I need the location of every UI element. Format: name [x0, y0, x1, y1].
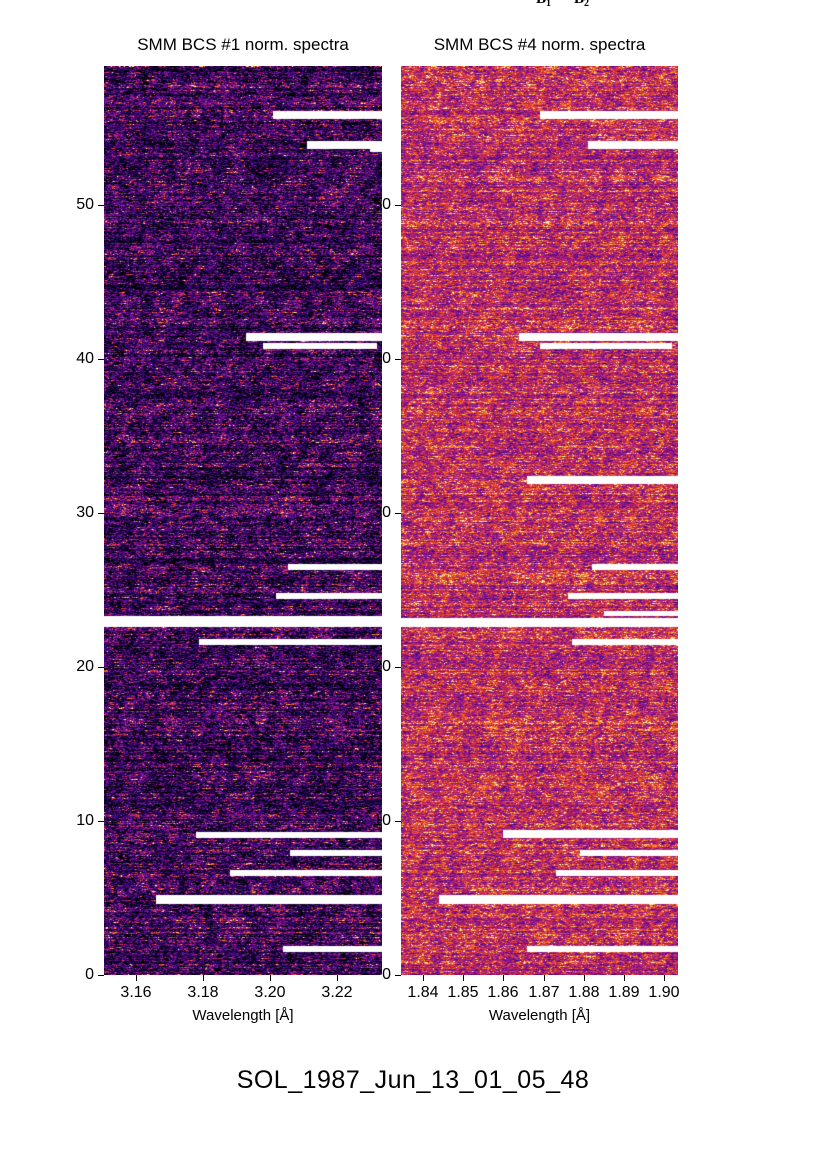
band-marker-b1: B1 — [536, 0, 552, 9]
xtick-mark — [337, 975, 338, 981]
xtick-mark — [664, 975, 665, 981]
ytick-mark — [98, 975, 104, 976]
panel-bcs4-title: SMM BCS #4 norm. spectra — [433, 35, 646, 54]
ytick-mark — [395, 359, 401, 360]
xtick-label: 1.86 — [487, 984, 519, 1001]
xtick-mark — [544, 975, 545, 981]
ytick-label: 10 — [76, 812, 94, 829]
ytick-mark — [98, 205, 104, 206]
xtick-label: 3.20 — [254, 984, 286, 1001]
ytick-label: 20 — [373, 658, 391, 675]
ytick-mark — [98, 513, 104, 514]
heatmap-bcs1-canvas — [104, 66, 382, 975]
ytick-label: 20 — [76, 658, 94, 675]
xtick-mark — [503, 975, 504, 981]
ytick-mark — [98, 667, 104, 668]
ytick-mark — [395, 205, 401, 206]
xaxis-title-bcs4: Wavelength [Å] — [488, 1007, 591, 1024]
ytick-mark — [98, 821, 104, 822]
ytick-label: 50 — [373, 196, 391, 213]
xtick-mark — [463, 975, 464, 981]
ytick-mark — [395, 975, 401, 976]
xtick-label: 1.88 — [568, 984, 600, 1001]
xtick-label: 1.85 — [447, 984, 479, 1001]
xtick-label: 1.89 — [608, 984, 640, 1001]
xtick-label: 1.87 — [528, 984, 560, 1001]
xaxis-title-bcs1: Wavelength [Å] — [192, 1007, 294, 1024]
ytick-mark — [395, 513, 401, 514]
heatmap-bcs4[interactable] — [401, 66, 678, 975]
xtick-mark — [136, 975, 137, 981]
xtick-label: 3.16 — [120, 984, 152, 1001]
ytick-mark — [395, 821, 401, 822]
xtick-label: 1.90 — [648, 984, 680, 1001]
ytick-label: 40 — [373, 350, 391, 367]
xtick-label: 3.18 — [187, 984, 219, 1001]
panel-bcs1-title: SMM BCS #1 norm. spectra — [137, 35, 349, 54]
xtick-label: 1.84 — [407, 984, 439, 1001]
ytick-label: 40 — [76, 350, 94, 367]
xtick-mark — [270, 975, 271, 981]
ytick-label: 10 — [373, 812, 391, 829]
ytick-label: 0 — [382, 966, 391, 983]
xtick-mark — [203, 975, 204, 981]
ytick-label: 0 — [85, 966, 94, 983]
heatmap-bcs4-canvas — [401, 66, 678, 975]
ytick-label: 30 — [76, 504, 94, 521]
xtick-mark — [584, 975, 585, 981]
ytick-label: 30 — [373, 504, 391, 521]
heatmap-bcs1[interactable] — [104, 66, 382, 975]
xtick-mark — [423, 975, 424, 981]
top-band-markers: B1 B2 — [0, 0, 826, 22]
ytick-label: 50 — [76, 196, 94, 213]
figure-caption: SOL_1987_Jun_13_01_05_48 — [236, 1066, 590, 1094]
xtick-label: 3.22 — [321, 984, 353, 1001]
ytick-mark — [98, 359, 104, 360]
band-marker-b2: B2 — [574, 0, 590, 9]
ytick-mark — [395, 667, 401, 668]
xtick-mark — [624, 975, 625, 981]
